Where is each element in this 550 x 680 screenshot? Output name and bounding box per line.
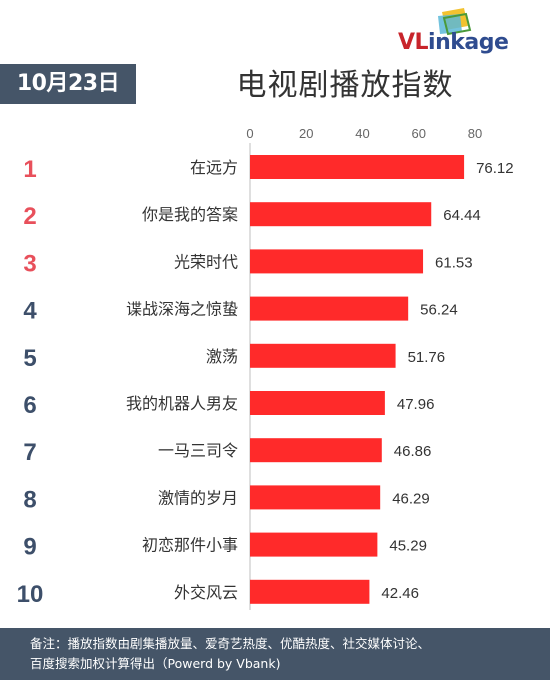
- bar: [250, 532, 378, 557]
- value-label: 64.44: [443, 207, 481, 224]
- rank-number: 8: [23, 486, 36, 513]
- rank-number: 6: [23, 392, 36, 419]
- bar: [250, 155, 465, 179]
- brand-logo: VLinkage: [398, 8, 528, 55]
- x-tick-label: 60: [412, 126, 426, 141]
- value-label: 45.29: [389, 538, 427, 555]
- rank-number: 7: [23, 439, 36, 466]
- logo-text: VLinkage: [398, 30, 509, 55]
- date-badge: 10月23日: [0, 64, 136, 104]
- logo-text-v: VL: [398, 30, 429, 55]
- bar: [250, 391, 385, 415]
- category-label: 你是我的答案: [142, 205, 238, 224]
- value-label: 47.96: [397, 396, 435, 413]
- category-label: 在远方: [190, 158, 238, 177]
- value-label: 61.53: [435, 254, 473, 271]
- value-label: 42.46: [381, 585, 419, 602]
- rank-number: 1: [23, 156, 36, 183]
- rank-number: 3: [23, 250, 36, 277]
- value-label: 76.12: [476, 160, 514, 177]
- logo-text-rest: inkage: [428, 30, 509, 55]
- value-label: 56.24: [420, 302, 458, 319]
- value-label: 51.76: [408, 349, 446, 366]
- footer-line-2: 百度搜索加权计算得出（Powerd by Vbank): [30, 656, 281, 671]
- category-label: 谍战深海之惊蛰: [126, 300, 238, 319]
- bar: [250, 296, 409, 321]
- bar: [250, 202, 432, 227]
- bar: [250, 249, 424, 274]
- rank-number: 10: [17, 581, 44, 608]
- bar: [250, 485, 381, 510]
- category-label: 激荡: [206, 347, 238, 366]
- bar: [250, 343, 396, 368]
- rank-number: 9: [23, 534, 36, 561]
- category-label: 初恋那件小事: [142, 536, 238, 555]
- x-tick-label: 0: [246, 126, 253, 141]
- category-label: 我的机器人男友: [126, 394, 238, 413]
- value-label: 46.86: [394, 443, 432, 460]
- rank-number: 4: [23, 298, 37, 325]
- bar-chart: 0 20 40 60 80 1 在远方 76.12 2 你是我的答案 64.44 3 光荣时代 61.53…: [17, 126, 514, 610]
- x-tick-label: 80: [468, 126, 482, 141]
- chart-title: 电视剧播放指数: [236, 68, 454, 103]
- footer-line-1: 备注：播放指数由剧集播放量、爱奇艺热度、优酷热度、社交媒体讨论、: [30, 636, 431, 651]
- footer-note: 备注：播放指数由剧集播放量、爱奇艺热度、优酷热度、社交媒体讨论、 百度搜索加权计…: [0, 628, 550, 680]
- category-label: 一马三司令: [158, 441, 238, 460]
- x-tick-label: 40: [355, 126, 369, 141]
- category-label: 光荣时代: [174, 252, 238, 271]
- category-label: 外交风云: [174, 583, 238, 602]
- x-tick-label: 20: [299, 126, 313, 141]
- logo-mark-icon: [438, 8, 472, 36]
- bar: [250, 579, 370, 604]
- bar: [250, 438, 382, 463]
- value-label: 46.29: [392, 490, 430, 507]
- rank-number: 5: [23, 345, 36, 372]
- category-label: 激情的岁月: [158, 488, 238, 507]
- rank-number: 2: [23, 203, 36, 230]
